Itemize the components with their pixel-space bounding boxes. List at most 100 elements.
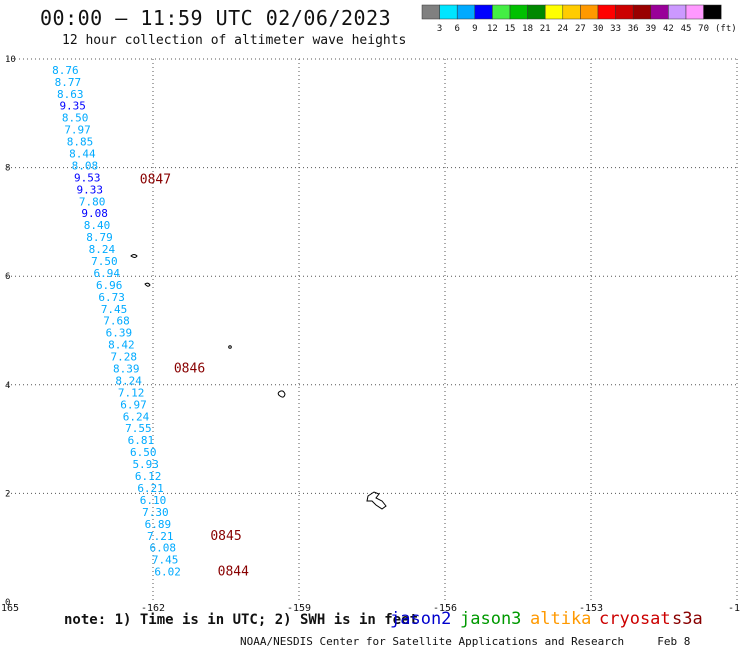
wave-height-label: 6.81 [128,434,155,447]
x-tick-label: -15 [728,603,740,614]
wave-height-label: 6.12 [135,470,162,483]
wave-height-label: 6.21 [137,482,164,495]
chart-title: 00:00 – 11:59 UTC 02/06/2023 [40,6,392,30]
x-tick-label: -165 [0,603,19,614]
wave-height-label: 8.40 [84,219,111,232]
y-tick-label: 0 [5,598,10,608]
wave-height-label: 6.97 [120,398,147,411]
pass-time-label: 0845 [210,529,241,544]
wave-height-label: 7.30 [142,506,169,519]
color-scale-swatch [685,4,704,20]
wave-height-label: 8.77 [55,76,82,89]
wave-height-label: 5.93 [132,458,159,471]
color-scale-swatch [562,4,581,20]
footer-note: note: 1) Time is in UTC; 2) SWH is in fe… [64,612,419,628]
wave-height-label: 6.24 [123,410,150,423]
wave-height-label: 9.53 [74,171,101,184]
color-scale-swatch [668,4,687,20]
pass-time-label: 0847 [140,173,171,188]
wave-height-label: 6.10 [140,494,167,507]
wave-height-label: 8.76 [52,64,79,77]
wave-height-label: 8.24 [115,374,142,387]
wave-height-label: 6.94 [94,267,121,280]
wave-height-label: 7.12 [118,386,145,399]
color-scale-tick: 33 [610,24,621,34]
color-scale-swatch [544,4,564,20]
color-scale-swatch [421,4,440,20]
wave-height-label: 9.08 [81,207,108,220]
color-scale-swatch [632,4,652,20]
island-outline [144,282,151,287]
y-tick-label: 2 [5,489,10,499]
wave-height-label: 7.50 [91,255,118,268]
color-scale-swatch [509,4,528,20]
color-scale-tick: 6 [454,24,459,34]
wave-height-label: 7.80 [79,195,106,208]
satellite-jason3: jason3 [460,609,522,629]
color-scale-tick: 12 [487,24,498,34]
wave-height-label: 8.63 [57,88,84,101]
color-scale-swatch [703,4,722,20]
color-scale-tick: 39 [645,24,656,34]
y-tick-label: 4 [5,381,10,391]
wave-height-label: 6.96 [96,279,123,292]
wave-height-label: 7.28 [111,351,138,364]
y-tick-label: 10 [5,55,16,65]
pass-time-label: 0844 [218,565,249,580]
color-scale-swatch [597,4,616,20]
wave-height-label: 7.68 [103,315,130,328]
credit-text: NOAA/NESDIS Center for Satellite Applica… [240,635,625,648]
color-scale-tick: 21 [540,24,551,34]
wave-height-label: 8.79 [86,231,113,244]
satellite-s3a: s3a [672,609,703,629]
satellite-altika: altika [530,609,592,629]
color-scale-tick: 18 [522,24,533,34]
wave-height-label: 7.55 [125,422,152,435]
color-scale-swatch [615,4,634,20]
color-scale-tick: 24 [557,24,568,34]
color-scale-tick: 42 [663,24,674,34]
credit-spacer [631,635,651,648]
y-tick-label: 6 [5,272,10,282]
color-scale: 3 6 9 12 15 18 21 24 27 30 33 36 39 42 45 70 (ft) [421,4,737,34]
color-scale-swatch [439,4,458,20]
wave-height-label: 6.73 [98,291,125,304]
wave-height-label: 6.89 [145,518,172,531]
satellite-cryosat: cryosat [599,609,671,629]
color-scale-tick: 45 [681,24,692,34]
chart-subtitle: 12 hour collection of altimeter wave hei… [62,33,407,48]
timestamp-text: Feb 8 08:29:06 UTC 2023 [240,635,691,650]
pass-time-label: 0846 [174,362,205,377]
island-outline [366,491,387,510]
color-scale-tick: 70 [698,24,709,34]
island-outline [228,345,232,349]
color-scale-swatch [527,4,546,20]
color-scale-tick: 36 [628,24,639,34]
wave-height-label: 7.97 [64,124,91,137]
wave-height-label: 7.45 [152,554,179,567]
color-scale-swatch [492,4,511,20]
axis-labels: -165 -162 -159 -156 -153 -15 0 2 4 6 8 10 [0,55,740,614]
color-scale-tick: 30 [593,24,604,34]
footer-credit: NOAA/NESDIS Center for Satellite Applica… [240,635,740,650]
color-scale-swatch [580,4,599,20]
coastline-islands [130,254,387,510]
color-scale-swatch [650,4,669,20]
island-outline [277,390,286,398]
wave-height-label: 6.02 [154,566,181,579]
x-tick-label: -153 [579,603,603,614]
wave-height-points: 8.768.778.639.358.507.978.858.448.089.53… [52,64,181,579]
y-tick-label: 8 [5,164,10,174]
wave-height-label: 7.21 [147,530,174,543]
wave-height-label: 6.50 [130,446,157,459]
wave-height-label: 6.08 [149,542,176,555]
wave-height-label: 7.45 [101,303,128,316]
wave-height-label: 9.35 [59,100,86,113]
color-scale-unit: (ft) [715,24,737,34]
island-outline [130,254,138,258]
color-scale-tick: 15 [505,24,516,34]
color-scale-tick: 27 [575,24,586,34]
wave-height-label: 6.39 [106,327,133,340]
wave-height-label: 8.50 [62,112,89,125]
x-tick-label: -162 [141,603,165,614]
